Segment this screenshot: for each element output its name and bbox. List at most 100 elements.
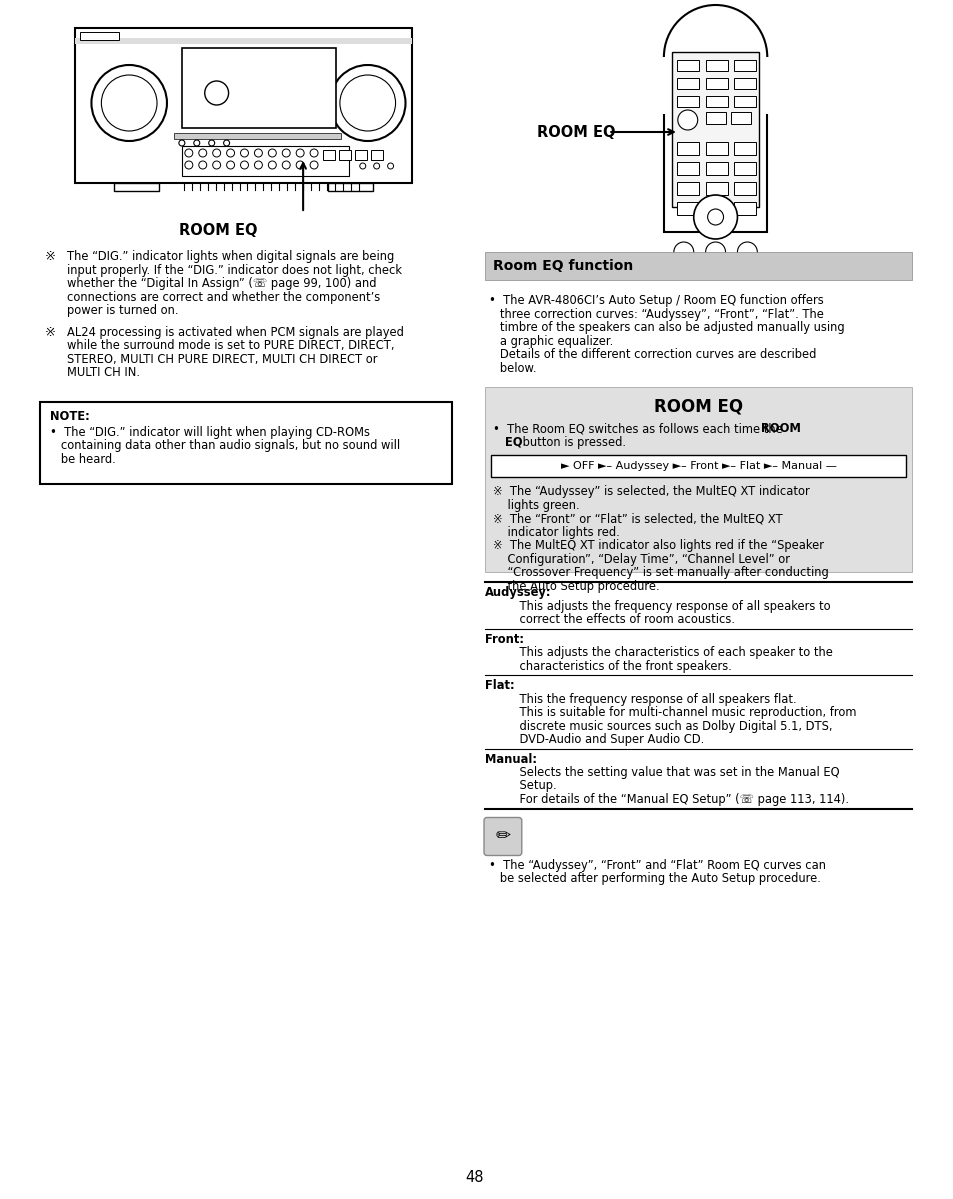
Text: ※: ※ (45, 251, 55, 263)
Text: ※  The MultEQ XT indicator also lights red if the “Speaker: ※ The MultEQ XT indicator also lights re… (493, 540, 823, 552)
Bar (663, 58, 766, 231)
Text: Room EQ function: Room EQ function (493, 259, 633, 273)
Bar (182, 48, 335, 128)
Text: ※  The “Audyssey” is selected, the MultEQ XT indicator: ※ The “Audyssey” is selected, the MultEQ… (493, 486, 809, 498)
Text: DVD-Audio and Super Audio CD.: DVD-Audio and Super Audio CD. (504, 733, 703, 746)
Bar (355, 150, 366, 159)
Text: discrete music sources such as Dolby Digital 5.1, DTS,: discrete music sources such as Dolby Dig… (504, 719, 832, 733)
Text: the Auto Setup procedure.: the Auto Setup procedure. (493, 579, 659, 592)
Bar (40, 402, 452, 483)
Text: Flat:: Flat: (484, 679, 514, 692)
Bar (734, 78, 756, 89)
Circle shape (282, 149, 290, 157)
Circle shape (185, 161, 193, 169)
Circle shape (310, 161, 317, 169)
Bar (484, 252, 911, 281)
Circle shape (227, 149, 234, 157)
Bar (114, 183, 159, 191)
Bar (79, 32, 119, 40)
Bar (371, 150, 382, 159)
Text: Configuration”, “Delay Time”, “Channel Level” or: Configuration”, “Delay Time”, “Channel L… (493, 553, 789, 566)
Bar (705, 162, 727, 175)
Bar (734, 182, 756, 195)
Text: timbre of the speakers can also be adjusted manually using: timbre of the speakers can also be adjus… (489, 321, 843, 335)
Text: be selected after performing the Auto Setup procedure.: be selected after performing the Auto Se… (489, 872, 820, 885)
Text: connections are correct and whether the component’s: connections are correct and whether the … (67, 290, 379, 303)
Circle shape (240, 161, 248, 169)
Text: Setup.: Setup. (504, 779, 556, 793)
Text: ※: ※ (45, 325, 55, 338)
Circle shape (678, 110, 697, 129)
Bar (731, 112, 751, 123)
Bar (328, 183, 373, 191)
Text: whether the “Digital In Assign” (☏ page 99, 100) and: whether the “Digital In Assign” (☏ page … (67, 277, 375, 290)
Circle shape (339, 76, 395, 131)
Text: button is pressed.: button is pressed. (518, 435, 625, 448)
Bar (338, 150, 351, 159)
Circle shape (198, 149, 207, 157)
Text: •  The AVR-4806CI’s Auto Setup / Room EQ function offers: • The AVR-4806CI’s Auto Setup / Room EQ … (489, 294, 822, 307)
Circle shape (665, 7, 764, 107)
Text: power is turned on.: power is turned on. (67, 305, 178, 317)
Text: input properly. If the “DIG.” indicator does not light, check: input properly. If the “DIG.” indicator … (67, 264, 401, 277)
Circle shape (330, 65, 405, 141)
Circle shape (310, 149, 317, 157)
Circle shape (673, 242, 693, 263)
Text: This the frequency response of all speakers flat.: This the frequency response of all speak… (504, 693, 796, 705)
Text: Manual:: Manual: (484, 753, 537, 765)
Circle shape (387, 163, 394, 169)
Text: while the surround mode is set to PURE DIRECT, DIRECT,: while the surround mode is set to PURE D… (67, 339, 394, 353)
Circle shape (663, 5, 766, 109)
Circle shape (205, 82, 229, 106)
Bar (734, 96, 756, 107)
Text: EQ: EQ (493, 435, 522, 448)
Text: ✏: ✏ (495, 827, 510, 845)
Text: ROOM EQ: ROOM EQ (179, 223, 257, 237)
Bar (676, 78, 698, 89)
Text: ※  The “Front” or “Flat” is selected, the MultEQ XT: ※ The “Front” or “Flat” is selected, the… (493, 512, 781, 525)
Text: The “DIG.” indicator lights when digital signals are being: The “DIG.” indicator lights when digital… (67, 251, 394, 263)
Bar (173, 133, 340, 139)
Bar (734, 201, 756, 215)
Bar (676, 60, 698, 71)
Circle shape (295, 161, 304, 169)
Circle shape (359, 163, 365, 169)
Text: Front:: Front: (484, 633, 523, 645)
Bar (705, 182, 727, 195)
Circle shape (737, 242, 757, 263)
Circle shape (193, 140, 199, 146)
Text: below.: below. (489, 362, 536, 374)
Circle shape (268, 149, 276, 157)
Circle shape (254, 149, 262, 157)
Text: This is suitable for multi-channel music reproduction, from: This is suitable for multi-channel music… (504, 706, 856, 719)
Text: ROOM EQ: ROOM EQ (537, 125, 615, 139)
Bar (705, 78, 727, 89)
Bar (734, 60, 756, 71)
Circle shape (223, 140, 230, 146)
Circle shape (693, 195, 737, 239)
Bar (661, 58, 768, 114)
Circle shape (198, 161, 207, 169)
Bar (705, 201, 727, 215)
Circle shape (705, 242, 725, 263)
Text: •  The “DIG.” indicator will light when playing CD-ROMs: • The “DIG.” indicator will light when p… (50, 426, 370, 439)
Text: ROOM EQ: ROOM EQ (654, 397, 742, 415)
Text: Details of the different correction curves are described: Details of the different correction curv… (489, 348, 816, 361)
Text: MULTI CH IN.: MULTI CH IN. (67, 366, 139, 379)
Bar (671, 52, 759, 207)
Circle shape (213, 161, 220, 169)
Text: For details of the “Manual EQ Setup” (☏ page 113, 114).: For details of the “Manual EQ Setup” (☏ … (504, 793, 848, 806)
Text: characteristics of the front speakers.: characteristics of the front speakers. (504, 659, 731, 673)
Bar (484, 387, 911, 572)
Text: STEREO, MULTI CH PURE DIRECT, MULTI CH DIRECT or: STEREO, MULTI CH PURE DIRECT, MULTI CH D… (67, 353, 376, 366)
Circle shape (254, 161, 262, 169)
Circle shape (295, 149, 304, 157)
Text: ► OFF ►– Audyssey ►– Front ►– Flat ►– Manual —: ► OFF ►– Audyssey ►– Front ►– Flat ►– Ma… (560, 460, 836, 471)
Circle shape (209, 140, 214, 146)
FancyBboxPatch shape (483, 818, 521, 856)
Circle shape (101, 76, 157, 131)
Circle shape (707, 209, 722, 225)
Bar (182, 146, 349, 176)
Circle shape (227, 161, 234, 169)
Bar (323, 150, 335, 159)
